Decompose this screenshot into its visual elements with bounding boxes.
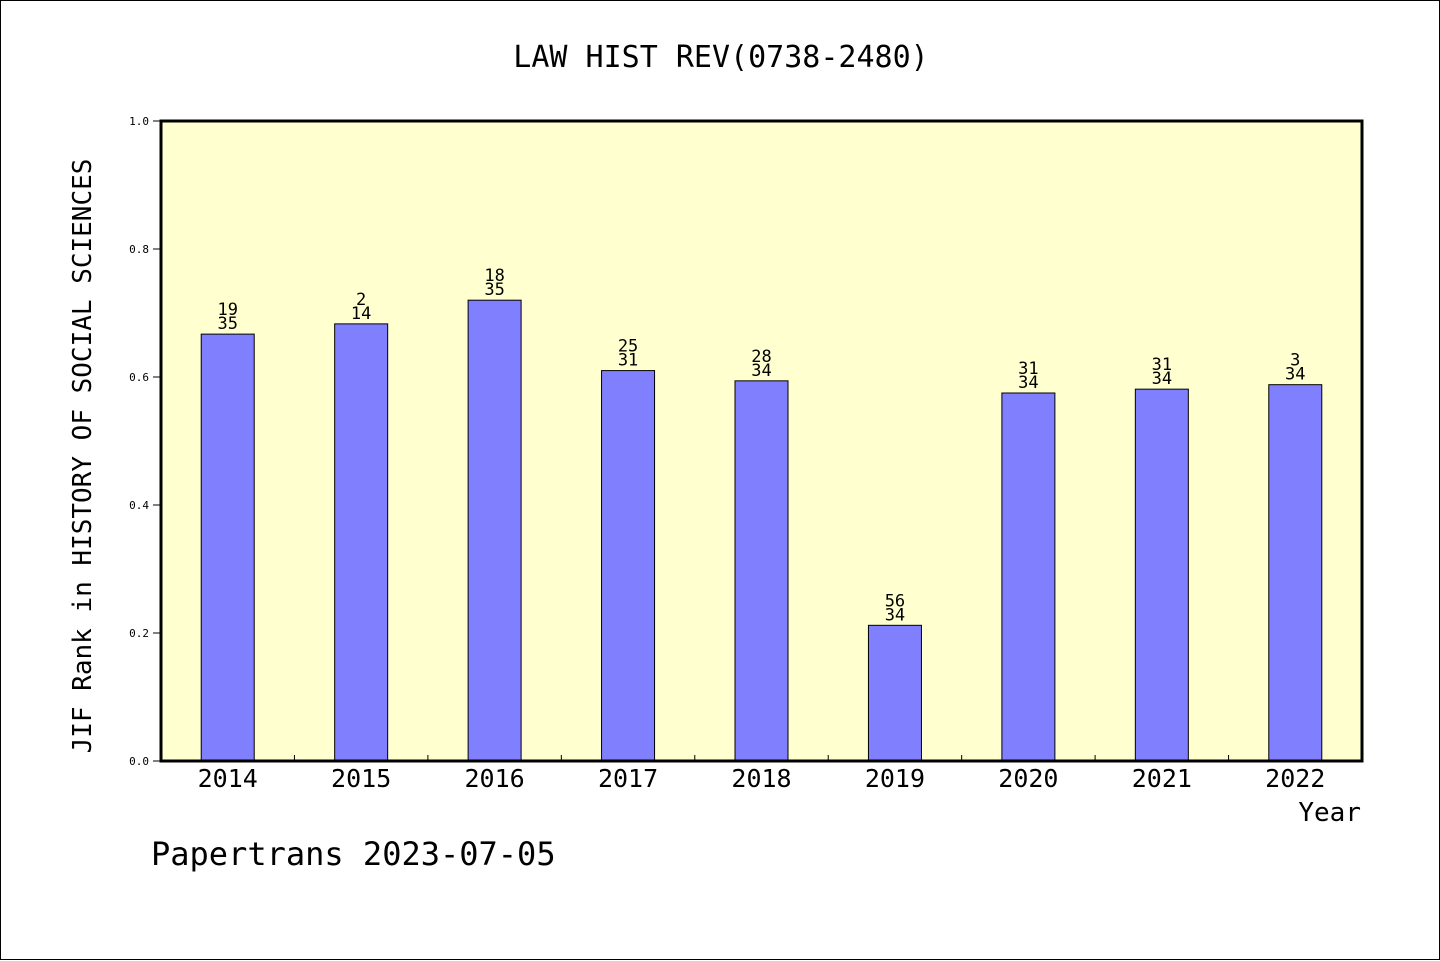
bar-2015 bbox=[334, 323, 389, 762]
bar-label-rank: 2 bbox=[356, 290, 366, 310]
bar-2014 bbox=[200, 333, 255, 762]
bar-2020 bbox=[1001, 392, 1056, 762]
x-tick-label: 2020 bbox=[998, 764, 1058, 793]
bar-label-rank: 56 bbox=[885, 591, 905, 611]
x-tick-label: 2015 bbox=[331, 764, 391, 793]
bar-2022 bbox=[1268, 384, 1323, 762]
bar-label-rank: 18 bbox=[484, 266, 504, 286]
y-tick-label: 1.0 bbox=[129, 115, 149, 128]
chart-title: LAW HIST REV(0738-2480) bbox=[513, 40, 928, 75]
bar-2018 bbox=[734, 380, 789, 762]
y-tick-label: 0.2 bbox=[129, 627, 149, 640]
bar-label-total: 35 bbox=[484, 280, 504, 300]
y-tick-label: 0.0 bbox=[129, 755, 149, 768]
bar-label-total: 34 bbox=[1285, 365, 1305, 385]
plot-border bbox=[159, 119, 1364, 763]
bar-2016 bbox=[467, 299, 522, 762]
y-axis-label: JIF Rank in HISTORY OF SOCIAL SCIENCES bbox=[68, 159, 98, 754]
bar-label-total: 34 bbox=[1018, 373, 1038, 393]
bar-label-rank: 19 bbox=[217, 300, 237, 320]
bar-label-total: 34 bbox=[751, 361, 771, 381]
bar-2019 bbox=[867, 624, 922, 762]
bar-label-rank: 3 bbox=[1290, 351, 1300, 371]
x-tick-label: 2014 bbox=[198, 764, 258, 793]
ticks-group: 2014 2015 2016 2017 2018 2019 2020 2021 2022 0.0 0… bbox=[129, 115, 1325, 793]
bar-label-rank: 25 bbox=[618, 337, 638, 357]
bar-label-rank: 28 bbox=[751, 347, 771, 367]
bar-label-total: 35 bbox=[217, 314, 237, 334]
y-tick-label: 0.4 bbox=[129, 499, 149, 512]
x-tick-label: 2019 bbox=[865, 764, 925, 793]
bar-label-total: 34 bbox=[885, 605, 905, 625]
footer-credit: Papertrans 2023-07-05 bbox=[151, 835, 556, 873]
bar-label-total: 31 bbox=[618, 351, 638, 371]
y-tick-label: 0.8 bbox=[129, 243, 149, 256]
bar-label-rank: 31 bbox=[1152, 355, 1172, 375]
bar-label-total: 34 bbox=[1152, 369, 1172, 389]
x-tick-label: 2022 bbox=[1265, 764, 1325, 793]
x-tick-label: 2017 bbox=[598, 764, 658, 793]
bar-label-total: 14 bbox=[351, 304, 371, 324]
x-tick-label: 2018 bbox=[731, 764, 791, 793]
bar-2017 bbox=[601, 370, 656, 762]
bar-label-rank: 31 bbox=[1018, 359, 1038, 379]
y-tick-label: 0.6 bbox=[129, 371, 149, 384]
x-tick-label: 2016 bbox=[465, 764, 525, 793]
x-tick-label: 2021 bbox=[1132, 764, 1192, 793]
x-axis-label: Year bbox=[1298, 798, 1361, 828]
bar-2021 bbox=[1134, 388, 1189, 762]
